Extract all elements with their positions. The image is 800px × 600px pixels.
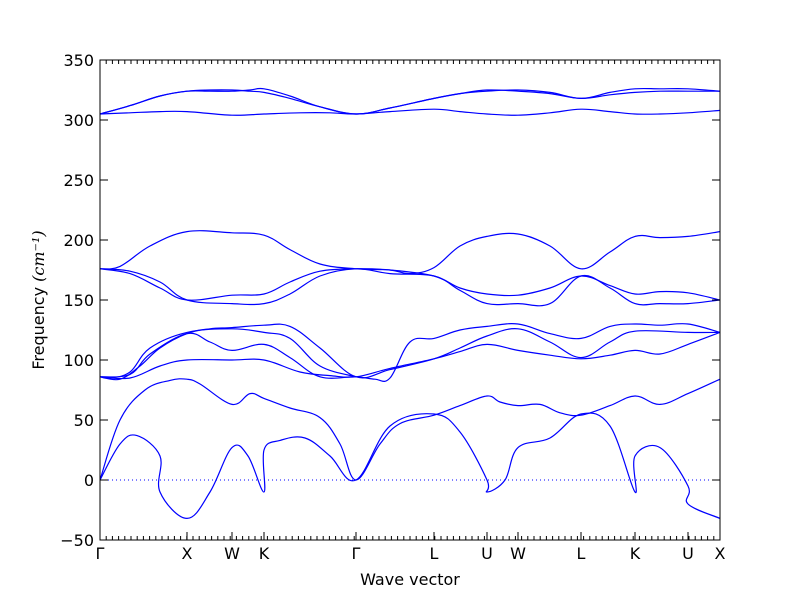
y-tick-label: 0 bbox=[84, 471, 94, 490]
y-tick-label: 100 bbox=[63, 351, 94, 370]
x-tick-label: Γ bbox=[352, 544, 361, 563]
band-line-12 bbox=[100, 87, 720, 115]
x-tick-label: W bbox=[224, 544, 240, 563]
x-tick-label: K bbox=[259, 544, 270, 563]
y-tick-label: 150 bbox=[63, 291, 94, 310]
x-axis-title: Wave vector bbox=[360, 570, 460, 589]
x-tick-label: U bbox=[682, 544, 694, 563]
y-tick-label: 50 bbox=[74, 411, 94, 430]
band-line-1 bbox=[100, 412, 720, 520]
band-line-10 bbox=[100, 108, 720, 116]
y-tick-label: 350 bbox=[63, 51, 94, 70]
y-tick-label: 200 bbox=[63, 231, 94, 250]
x-tick-label: X bbox=[715, 544, 726, 563]
x-tick-label: U bbox=[481, 544, 493, 563]
band-line-2 bbox=[100, 378, 720, 481]
band-line-4 bbox=[100, 323, 720, 381]
band-line-5 bbox=[100, 323, 720, 382]
y-tick-label: −50 bbox=[60, 531, 94, 550]
x-tick-label: L bbox=[430, 544, 439, 563]
plot-frame bbox=[99, 59, 721, 541]
band-line-6 bbox=[100, 331, 720, 380]
y-axis-title: Frequency (cm⁻¹) bbox=[29, 230, 48, 369]
band-lines bbox=[100, 87, 720, 520]
x-tick-label: X bbox=[182, 544, 193, 563]
x-tick-label: L bbox=[577, 544, 586, 563]
x-tick-label: W bbox=[510, 544, 526, 563]
y-tick-label: 250 bbox=[63, 171, 94, 190]
x-tick-label: K bbox=[630, 544, 641, 563]
y-tick-label: 300 bbox=[63, 111, 94, 130]
band-line-9 bbox=[100, 230, 720, 275]
band-line-8 bbox=[100, 268, 720, 301]
x-tick-label: Γ bbox=[96, 544, 105, 563]
